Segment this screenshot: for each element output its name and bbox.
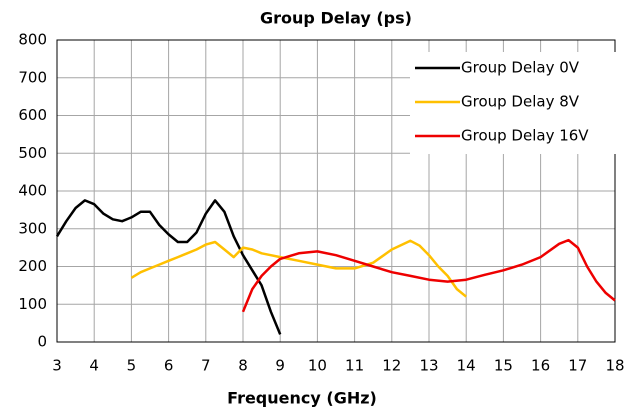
series-line xyxy=(55,199,282,335)
y-tick-label: 200 xyxy=(18,257,47,275)
y-tick-label: 800 xyxy=(18,31,47,49)
y-tick-label: 500 xyxy=(18,144,47,162)
x-tick-label: 10 xyxy=(308,357,327,375)
x-tick-label: 11 xyxy=(345,357,364,375)
x-tick-label: 6 xyxy=(164,357,174,375)
y-tick-label: 600 xyxy=(18,106,47,124)
y-tick-label: 100 xyxy=(18,295,47,313)
y-tick-label: 700 xyxy=(18,68,47,86)
legend-label: Group Delay 0V xyxy=(461,59,580,77)
y-tick-label: 400 xyxy=(18,182,47,200)
x-tick-label: 18 xyxy=(605,357,624,375)
legend-label: Group Delay 16V xyxy=(461,127,589,145)
x-tick-label: 4 xyxy=(89,357,99,375)
x-tick-label: 7 xyxy=(201,357,211,375)
legend-label: Group Delay 8V xyxy=(461,93,580,111)
y-tick-label: 0 xyxy=(37,333,47,351)
x-tick-label: 5 xyxy=(127,357,137,375)
series-line xyxy=(241,238,616,313)
x-tick-label: 9 xyxy=(275,357,285,375)
chart-title: Group Delay (ps) xyxy=(260,9,412,28)
x-axis-label: Frequency (GHz) xyxy=(227,389,377,408)
x-tick-label: 15 xyxy=(494,357,513,375)
x-tick-label: 17 xyxy=(568,357,587,375)
x-tick-label: 8 xyxy=(238,357,248,375)
x-tick-label: 16 xyxy=(531,357,550,375)
x-tick-label: 12 xyxy=(382,357,401,375)
plot-frame xyxy=(56,39,616,343)
series-line xyxy=(130,239,467,298)
x-tick-label: 3 xyxy=(52,357,62,375)
x-tick-label: 13 xyxy=(419,357,438,375)
x-tick-label: 14 xyxy=(457,357,476,375)
y-tick-label: 300 xyxy=(18,219,47,237)
